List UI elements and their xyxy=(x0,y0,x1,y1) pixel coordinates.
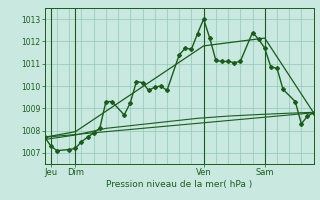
X-axis label: Pression niveau de la mer( hPa ): Pression niveau de la mer( hPa ) xyxy=(106,180,252,189)
